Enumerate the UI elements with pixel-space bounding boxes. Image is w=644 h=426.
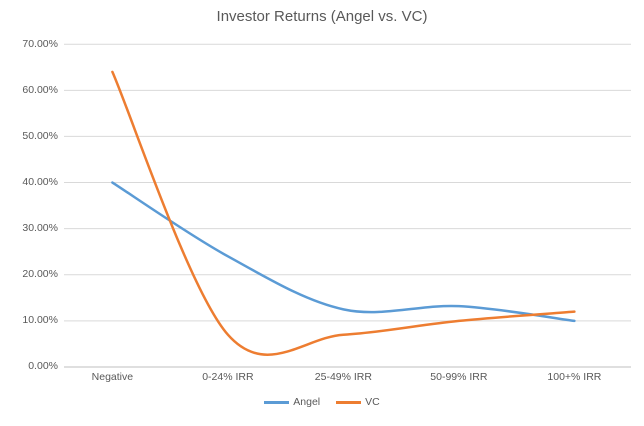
- legend-entry-vc: VC: [336, 396, 380, 408]
- y-tick-label: 0.00%: [28, 360, 58, 373]
- series-line-angel: [111, 181, 576, 323]
- y-tick-label: 40.00%: [22, 175, 58, 188]
- x-category-label: 50-99% IRR: [430, 371, 488, 383]
- x-category-label: 100+% IRR: [547, 371, 602, 383]
- x-category-label: Negative: [91, 371, 134, 383]
- y-tick-label: 70.00%: [22, 37, 58, 50]
- legend-line-swatch-vc: [336, 400, 362, 404]
- legend-label-vc: VC: [365, 396, 380, 408]
- legend-line-swatch-angel: [264, 400, 290, 404]
- y-tick-label: 50.00%: [22, 129, 58, 142]
- legend-label-angel: Angel: [293, 396, 321, 408]
- y-tick-label: 10.00%: [22, 314, 58, 327]
- y-tick-label: 60.00%: [22, 83, 58, 96]
- legend-entry-angel: Angel: [264, 396, 320, 408]
- chart-title: Investor Returns (Angel vs. VC): [216, 8, 428, 25]
- y-tick-label: 30.00%: [22, 221, 58, 234]
- x-category-label: 0-24% IRR: [202, 371, 254, 383]
- series-line-vc: [111, 70, 576, 356]
- legend: Angel VC: [0, 396, 644, 408]
- x-category-label: 25-49% IRR: [314, 371, 372, 383]
- y-tick-label: 20.00%: [22, 268, 58, 280]
